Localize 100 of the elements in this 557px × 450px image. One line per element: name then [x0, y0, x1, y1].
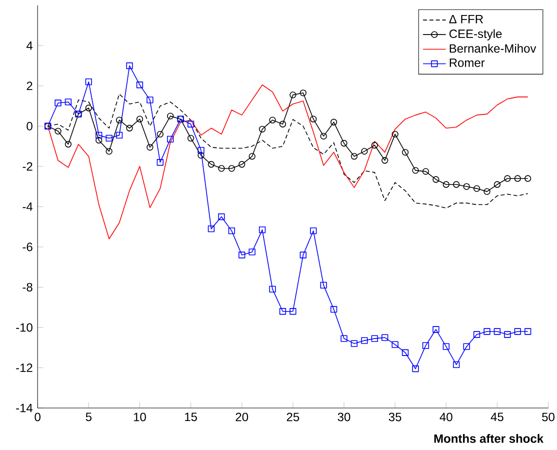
x-tick-label: 5 [86, 412, 92, 422]
point [269, 286, 276, 293]
point [126, 62, 133, 70]
point [463, 183, 470, 190]
x-tick-label: 0 [34, 412, 40, 422]
point [412, 167, 419, 174]
x-tick-label: 25 [286, 412, 300, 422]
point [218, 165, 225, 172]
y-tick-label: -8 [22, 282, 32, 292]
point [136, 82, 144, 88]
point [361, 337, 368, 344]
point [484, 328, 490, 335]
legend-label: Δ FFR [449, 14, 483, 24]
point [116, 132, 123, 139]
point [269, 116, 276, 124]
point [524, 328, 532, 335]
point [96, 132, 102, 139]
y-tick-label: -2 [22, 162, 32, 171]
x-tick-label: 45 [490, 412, 504, 422]
point [422, 168, 430, 175]
point [126, 124, 133, 132]
point [85, 104, 92, 112]
point [290, 92, 296, 98]
point [300, 90, 306, 96]
point [330, 118, 338, 126]
point [350, 340, 358, 347]
y-tick-label: -14 [16, 404, 33, 412]
point [96, 136, 102, 144]
point [198, 146, 204, 154]
point [310, 116, 317, 122]
point [300, 252, 306, 258]
point [248, 153, 256, 160]
point [473, 331, 480, 338]
point [340, 140, 348, 147]
point [432, 176, 440, 183]
point [258, 226, 266, 234]
y-tick-label: -10 [16, 323, 32, 332]
point [392, 341, 398, 348]
point [258, 126, 266, 132]
point [330, 306, 338, 313]
x-tick-label: 20 [236, 412, 248, 422]
legend-label: Romer [450, 58, 485, 67]
y-tick-label: 2 [26, 82, 32, 90]
point [146, 144, 154, 151]
legend-label: Bernanke-Mihov [450, 44, 536, 53]
point [279, 308, 286, 315]
point [340, 335, 348, 342]
point [187, 120, 194, 128]
point [402, 148, 409, 156]
point [504, 175, 511, 182]
point [187, 134, 194, 142]
y-tick-label: -6 [22, 242, 32, 252]
y-tick-label: 0 [26, 122, 32, 130]
point [422, 342, 430, 349]
point [198, 152, 204, 159]
legend-label: CEE-style [449, 29, 502, 40]
point [228, 227, 235, 234]
y-tick-label: -12 [16, 364, 32, 372]
point [504, 331, 511, 338]
point [494, 328, 501, 335]
y-tick-label: -4 [22, 202, 33, 211]
point [64, 98, 72, 106]
point [167, 136, 174, 143]
point [382, 157, 388, 164]
point [392, 130, 398, 138]
point [310, 227, 317, 234]
point [371, 142, 378, 149]
x-tick-label: 50 [542, 412, 554, 422]
point [106, 134, 112, 142]
point [54, 100, 62, 106]
point [238, 161, 246, 168]
point [514, 328, 521, 335]
point [248, 248, 256, 256]
point [167, 112, 174, 120]
point [361, 148, 368, 155]
point [64, 140, 72, 148]
point [116, 116, 123, 124]
point [208, 161, 215, 168]
point [136, 116, 144, 122]
point [453, 181, 460, 188]
point [146, 96, 154, 104]
x-axis-title: Months after shock [434, 434, 544, 443]
x-tick-label: 35 [388, 412, 402, 422]
point [106, 148, 112, 155]
point [432, 326, 440, 333]
point [514, 175, 521, 182]
x-tick-label: 15 [185, 412, 197, 422]
x-tick-label: 40 [440, 412, 452, 422]
point [442, 181, 450, 188]
point [402, 349, 409, 356]
point [350, 153, 358, 160]
point [412, 365, 419, 372]
point [218, 213, 225, 220]
point [442, 343, 450, 350]
point [290, 308, 296, 315]
point [382, 334, 388, 341]
point [453, 361, 460, 368]
point [371, 335, 378, 342]
point [238, 252, 246, 258]
point [524, 175, 532, 182]
